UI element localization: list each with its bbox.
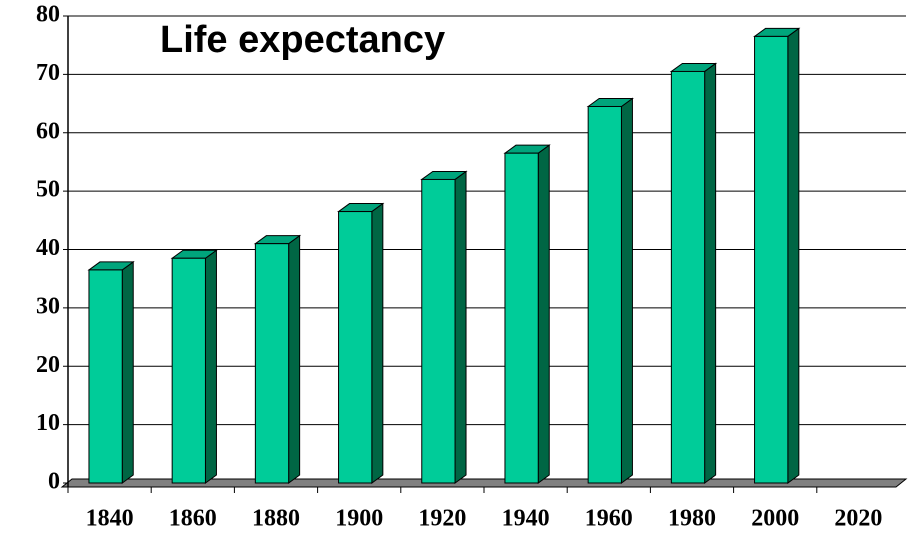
bar-front xyxy=(754,35,789,484)
bar-side xyxy=(454,170,467,484)
bar-front xyxy=(88,269,123,484)
bar-side xyxy=(537,144,550,484)
x-tick-label: 1920 xyxy=(418,506,466,532)
x-tick-label: 1860 xyxy=(169,506,217,532)
bar xyxy=(669,62,718,484)
y-tick-label: 40 xyxy=(36,235,60,261)
y-tick-label: 80 xyxy=(36,2,60,28)
bar-front xyxy=(421,178,456,484)
bar-side xyxy=(704,62,717,484)
y-tick-label: 10 xyxy=(36,410,60,436)
y-tick-label: 20 xyxy=(36,352,60,378)
bar xyxy=(87,260,135,484)
bar-side xyxy=(620,97,633,484)
y-tick-label: 70 xyxy=(36,60,60,86)
bar-front xyxy=(254,243,290,484)
y-tick-label: 60 xyxy=(36,118,60,144)
bar xyxy=(337,202,385,484)
bar-side xyxy=(288,234,301,484)
bar-front xyxy=(171,257,206,484)
bar-side xyxy=(121,260,134,484)
bar xyxy=(753,27,801,484)
bar-side xyxy=(204,249,217,484)
bar xyxy=(586,97,634,484)
x-tick-label: 1840 xyxy=(86,506,134,532)
x-tick-label: 1880 xyxy=(252,506,300,532)
y-tick-label: 50 xyxy=(36,177,60,203)
bar-side xyxy=(787,27,800,484)
bar xyxy=(420,170,468,484)
x-tick-label: 1960 xyxy=(585,506,633,532)
bar-front xyxy=(504,152,539,484)
bar-side xyxy=(371,202,384,484)
chart-title: Life expectancy xyxy=(160,19,445,61)
bar xyxy=(503,144,551,484)
x-tick-label: 2000 xyxy=(751,506,799,532)
y-tick-label: 30 xyxy=(36,293,60,319)
x-tick-label: 2020 xyxy=(834,506,882,532)
x-tick-label: 1940 xyxy=(502,506,550,532)
bar xyxy=(170,249,218,484)
bar xyxy=(253,234,302,484)
x-tick-label: 1900 xyxy=(335,506,383,532)
y-tick-label: 0 xyxy=(48,469,60,495)
x-tick-label: 1980 xyxy=(668,506,716,532)
bar-front xyxy=(670,70,706,484)
bar-front xyxy=(338,211,373,484)
bar-front xyxy=(587,105,622,484)
